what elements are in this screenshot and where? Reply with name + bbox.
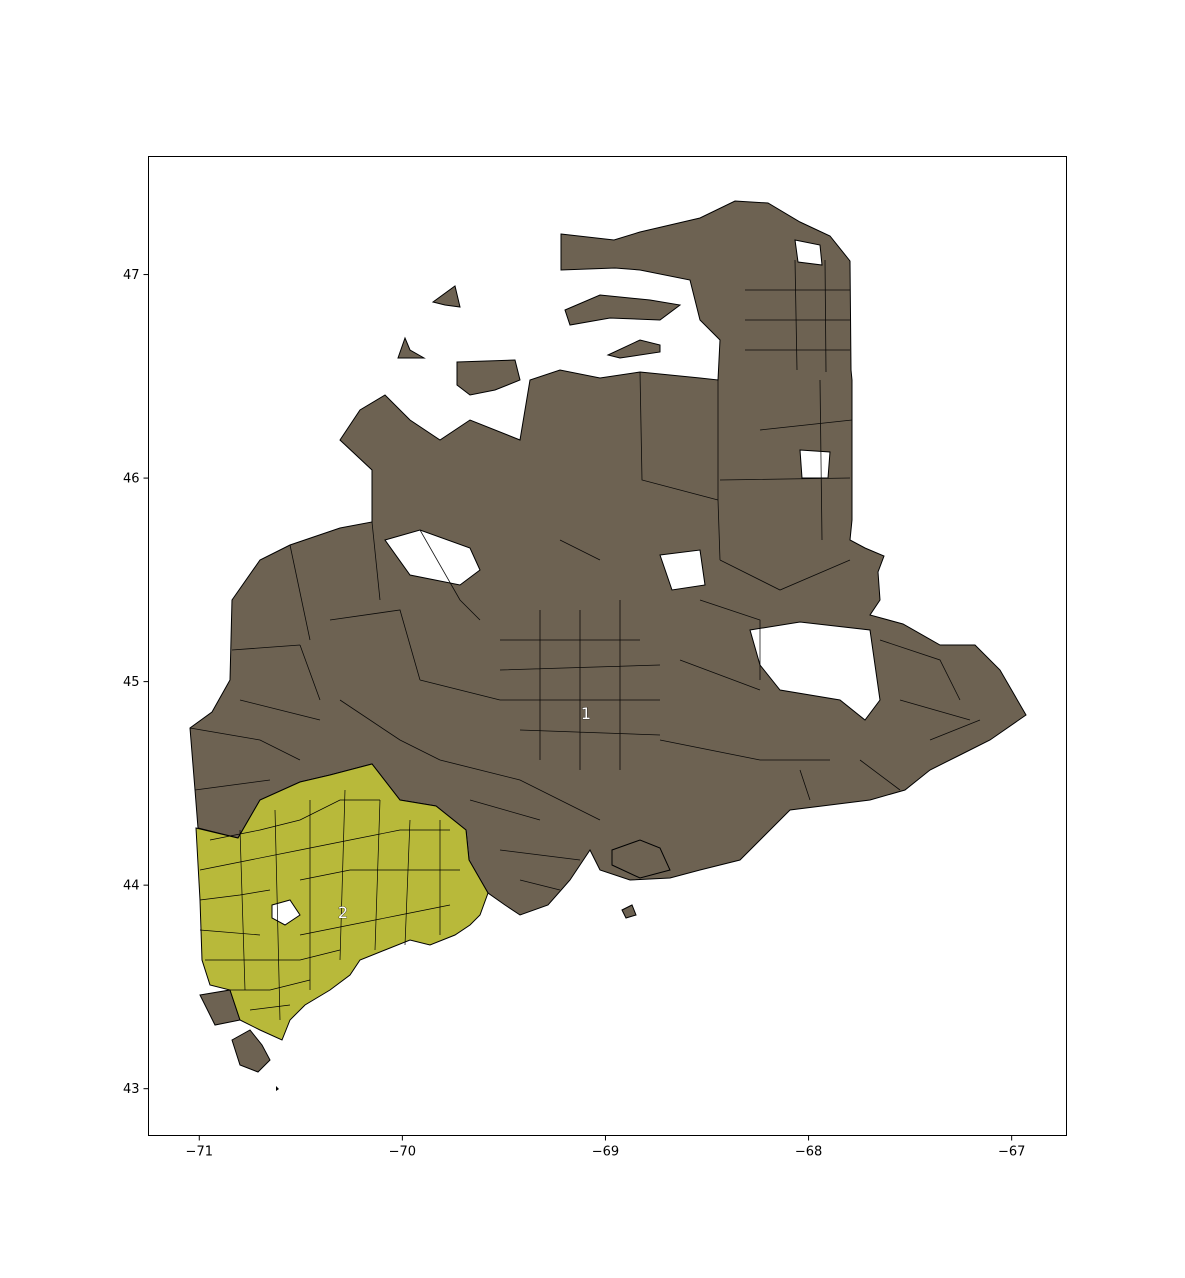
y-axis: 43 44 45 46 47 (123, 268, 149, 1097)
x-axis: −71 −70 −69 −68 −67 (186, 1135, 1025, 1160)
y-tick-label: 46 (123, 472, 140, 487)
y-tick-label: 44 (123, 879, 140, 894)
district-label-2: 2 (338, 903, 348, 922)
district-label-1: 1 (581, 704, 591, 723)
district-2-town-lines (199, 789, 460, 1021)
district-1-town-lines (189, 259, 981, 891)
y-tick-label: 43 (123, 1082, 140, 1097)
district-1-region (189, 200, 1027, 1073)
small-island (276, 1086, 279, 1091)
x-tick-label: −71 (186, 1145, 213, 1160)
x-tick-label: −69 (592, 1145, 619, 1160)
y-tick-label: 45 (123, 675, 140, 690)
x-tick-label: −70 (389, 1145, 416, 1160)
y-tick-label: 47 (123, 268, 140, 283)
x-tick-label: −68 (795, 1145, 822, 1160)
x-tick-label: −67 (998, 1145, 1025, 1160)
